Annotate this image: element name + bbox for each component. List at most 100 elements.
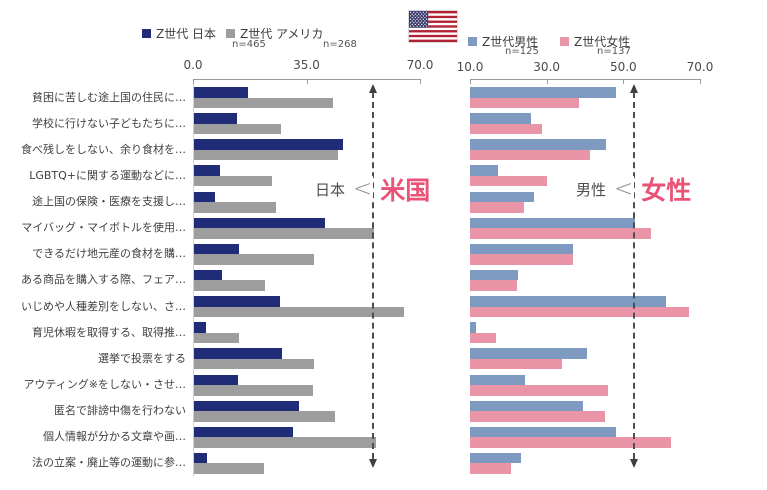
axis-tick — [546, 79, 548, 84]
sample-size-japan: n=465 — [232, 39, 266, 50]
bar-japan — [194, 269, 222, 281]
bar-male — [470, 217, 635, 229]
legend-label-japan: Z世代 日本 — [156, 27, 217, 41]
axis-tick-label: 70.0 — [686, 60, 714, 74]
category-label: マイバッグ・マイボトルを使用… — [21, 221, 186, 235]
category-label: 途上国の保険・医療を支援し… — [32, 195, 186, 209]
arrow-down-head — [630, 459, 639, 468]
bar-male — [470, 191, 535, 203]
legend-item-male: Z世代男性 — [468, 33, 538, 50]
bar-japan — [194, 400, 300, 412]
category-label: 匿名で誹謗中傷を行わない — [54, 404, 186, 418]
axis-tick-label: 30.0 — [533, 60, 561, 74]
axis-tick-label: 35.0 — [293, 58, 320, 72]
bar-usa — [194, 280, 266, 291]
axis-tick-label: 50.0 — [609, 60, 637, 74]
bar-japan — [194, 426, 293, 438]
annotation-larger-label: 米国 — [378, 171, 433, 207]
bar-usa — [194, 385, 313, 396]
axis-tick — [700, 79, 701, 84]
bar-male — [470, 269, 519, 281]
bar-usa — [194, 306, 405, 318]
bar-usa — [194, 332, 240, 344]
bar-usa — [194, 358, 315, 370]
category-label: いじめや人種差別をしない、さ… — [21, 299, 186, 313]
bar-japan — [194, 348, 282, 359]
category-label: アウティング※をしない・させ… — [23, 378, 186, 392]
category-label: LGBTQ+に関する運動などに… — [29, 168, 186, 182]
legend-label-female: Z世代女性 — [574, 35, 631, 49]
annotation-larger-label: 女性 — [639, 171, 694, 207]
bar-male — [470, 243, 574, 255]
bar-female — [470, 437, 672, 448]
legend-swatch-female — [560, 37, 569, 46]
bar-male — [470, 452, 521, 464]
bar-male — [470, 139, 606, 150]
comparison-arrow — [369, 84, 378, 468]
bar-male — [470, 348, 587, 359]
bar-female — [470, 254, 574, 265]
category-label: 育児休暇を取得する、取得推… — [32, 325, 186, 339]
bar-male — [470, 400, 584, 412]
legend-item-female: Z世代女性 — [560, 33, 630, 50]
bar-usa — [194, 97, 333, 108]
bar-male — [470, 296, 666, 307]
bar-male — [470, 322, 476, 333]
bar-usa — [194, 175, 273, 187]
bar-usa — [194, 149, 338, 161]
bar-female — [470, 228, 651, 239]
comparison-arrow — [630, 84, 639, 468]
axis-tick-label: 0.0 — [183, 58, 203, 72]
sample-size-usa: n=268 — [323, 39, 357, 50]
bar-female — [470, 175, 548, 187]
bar-japan — [194, 139, 344, 150]
bar-japan — [194, 165, 220, 176]
bar-male — [470, 426, 616, 438]
bar-female — [470, 306, 689, 318]
bar-japan — [194, 322, 206, 333]
sample-size-female: n=137 — [597, 46, 631, 57]
legend-item-usa: Z世代 アメリカ — [226, 25, 323, 42]
legend-swatch-japan — [142, 29, 151, 38]
bar-female — [470, 149, 591, 161]
bar-female — [470, 280, 517, 291]
bar-female — [470, 332, 497, 344]
bar-male — [470, 165, 499, 176]
axis-tick — [623, 79, 625, 84]
axis-tick — [420, 79, 421, 84]
bar-japan — [194, 113, 237, 124]
axis-tick — [193, 79, 194, 84]
bar-japan — [194, 217, 326, 229]
axis-tick-label: 70.0 — [406, 58, 434, 72]
annotation-smaller-label: 日本 — [313, 178, 348, 200]
bar-usa — [194, 463, 265, 474]
less-than-symbol: < — [613, 176, 635, 202]
bar-usa — [194, 123, 281, 135]
bar-usa — [194, 202, 277, 213]
bar-female — [470, 463, 512, 474]
bar-japan — [194, 243, 240, 255]
category-label: ある商品を購入する際、フェア… — [21, 273, 186, 287]
bar-usa — [194, 437, 376, 448]
bar-male — [470, 374, 525, 386]
bar-japan — [194, 296, 280, 307]
arrow-up-head — [630, 84, 639, 93]
axis-tick — [470, 79, 471, 84]
legend-label-male: Z世代男性 — [482, 35, 539, 49]
legend-swatch-male — [468, 37, 477, 46]
bar-japan — [194, 87, 248, 98]
bar-female — [470, 123, 542, 135]
bar-usa — [194, 411, 336, 422]
category-label: 選挙で投票をする — [98, 351, 186, 365]
bar-female — [470, 385, 608, 396]
annotation-japan-vs-usa: 日本 < 米国 — [313, 171, 433, 207]
us-flag-icon — [408, 10, 458, 43]
annotation-smaller-label: 男性 — [574, 178, 609, 200]
category-label: 貧困に苦しむ途上国の住民に… — [32, 90, 186, 104]
bar-female — [470, 358, 563, 370]
category-label: 法の立案・廃止等の運動に参… — [32, 456, 186, 470]
bar-male — [470, 113, 531, 124]
arrow-up-head — [369, 84, 378, 93]
bar-japan — [194, 452, 207, 464]
less-than-symbol: < — [352, 176, 374, 202]
